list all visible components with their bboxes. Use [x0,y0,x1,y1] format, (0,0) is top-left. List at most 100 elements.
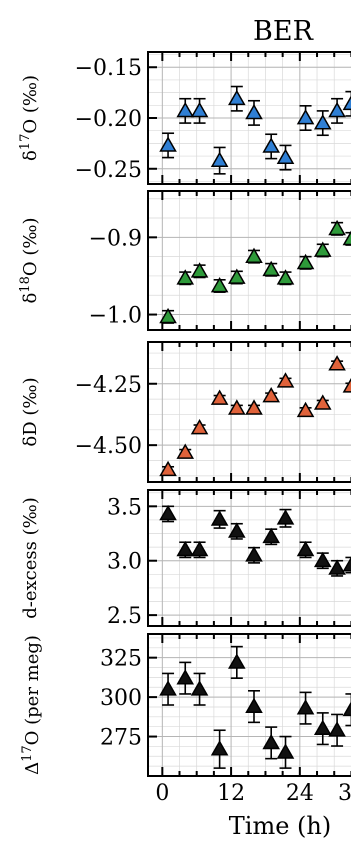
data-point [176,661,195,695]
triangle-marker [210,276,229,293]
y-tick-label: 300 [100,686,142,711]
triangle-marker [296,108,315,125]
triangle-marker [245,697,263,713]
triangle-marker [176,540,195,557]
triangle-marker [262,137,280,153]
panel-2: −0.9 −1.0 δ18O (‰) [18,190,351,331]
data-point [210,276,229,293]
y-axis-label: δD (‰) [20,377,41,446]
data-point [262,726,280,760]
data-point [210,729,229,769]
data-point [276,372,295,388]
data-point [342,377,351,393]
triangle-marker [159,307,177,324]
data-point [313,712,332,746]
chart-title: BER [253,16,314,47]
triangle-marker [245,399,263,415]
data-point [190,672,209,706]
data-point [159,504,177,523]
axes-frame [147,341,351,483]
data-point [210,389,229,405]
triangle-marker [296,253,315,270]
triangle-marker [210,740,229,756]
triangle-marker [159,680,177,696]
triangle-marker [313,719,332,736]
panel-3: −4.25 −4.50 δD (‰) [20,341,351,483]
y-tick-label: −0.25 [75,158,142,183]
triangle-marker [296,699,315,715]
data-point [245,689,263,724]
y-tick-label: −0.15 [75,56,142,81]
axes-frame [147,190,351,331]
triangle-marker [342,95,351,111]
triangle-marker [313,551,332,568]
data-point [313,241,332,258]
data-point [328,713,346,747]
data-point [210,146,229,175]
triangle-marker [262,733,280,750]
triangle-marker [276,743,295,759]
triangle-marker [342,230,351,246]
triangle-marker [210,510,229,526]
triangle-marker [190,418,209,435]
triangle-marker [228,522,246,538]
triangle-marker [245,247,263,264]
triangle-marker [176,669,195,685]
triangle-marker [245,546,263,562]
data-point [328,559,346,577]
triangle-marker [342,556,351,572]
data-point [262,527,280,546]
triangle-marker [262,527,280,544]
y-axis-label: d-excess (‰) [20,497,41,619]
data-point [228,399,246,415]
data-point [328,355,346,371]
panel-5: 325 300 275 Δ17O (per meg) [20,633,351,777]
data-point [176,97,195,124]
data-point [262,133,280,160]
triangle-marker [328,355,346,371]
x-tick-label: 3 [338,781,351,806]
y-tick-label: −4.50 [75,434,142,459]
data-point [296,105,315,131]
data-point [276,144,295,171]
y-tick-label: 3.0 [107,550,142,575]
data-point [328,97,346,124]
triangle-marker [328,721,346,737]
data-point [296,253,315,270]
triangle-marker [276,269,295,285]
data-point [190,262,209,279]
data-point [210,509,229,529]
y-tick-label: 3.5 [107,495,142,520]
triangle-marker [276,148,295,164]
y-axis-label: δ17O (‰) [18,75,41,161]
data-point [342,90,351,117]
panel-1: −0.15 −0.20 −0.25 δ17O (‰) [18,51,351,185]
data-point [296,691,315,725]
data-point [262,260,280,277]
data-point [190,97,209,124]
triangle-marker [176,101,195,118]
x-axis-label: Time (h) [229,812,331,840]
triangle-marker [159,460,177,477]
data-point [190,540,209,559]
panel-4: 3.5 3.0 2.5 d-excess (‰) [20,489,351,629]
data-point [228,522,246,540]
triangle-marker [262,260,280,277]
triangle-marker [296,540,315,557]
y-tick-label: −1.0 [89,304,142,329]
data-point [159,132,177,159]
axes-frame [147,489,351,627]
data-point [328,219,346,236]
x-tick-label: 12 [217,781,245,806]
data-point [245,99,263,126]
data-point [228,268,246,285]
data-point [313,394,332,410]
triangle-marker [176,269,195,285]
data-point [313,110,332,137]
data-point [313,551,332,570]
triangle-marker [210,151,229,168]
triangle-marker [228,89,246,106]
data-point [228,645,246,679]
